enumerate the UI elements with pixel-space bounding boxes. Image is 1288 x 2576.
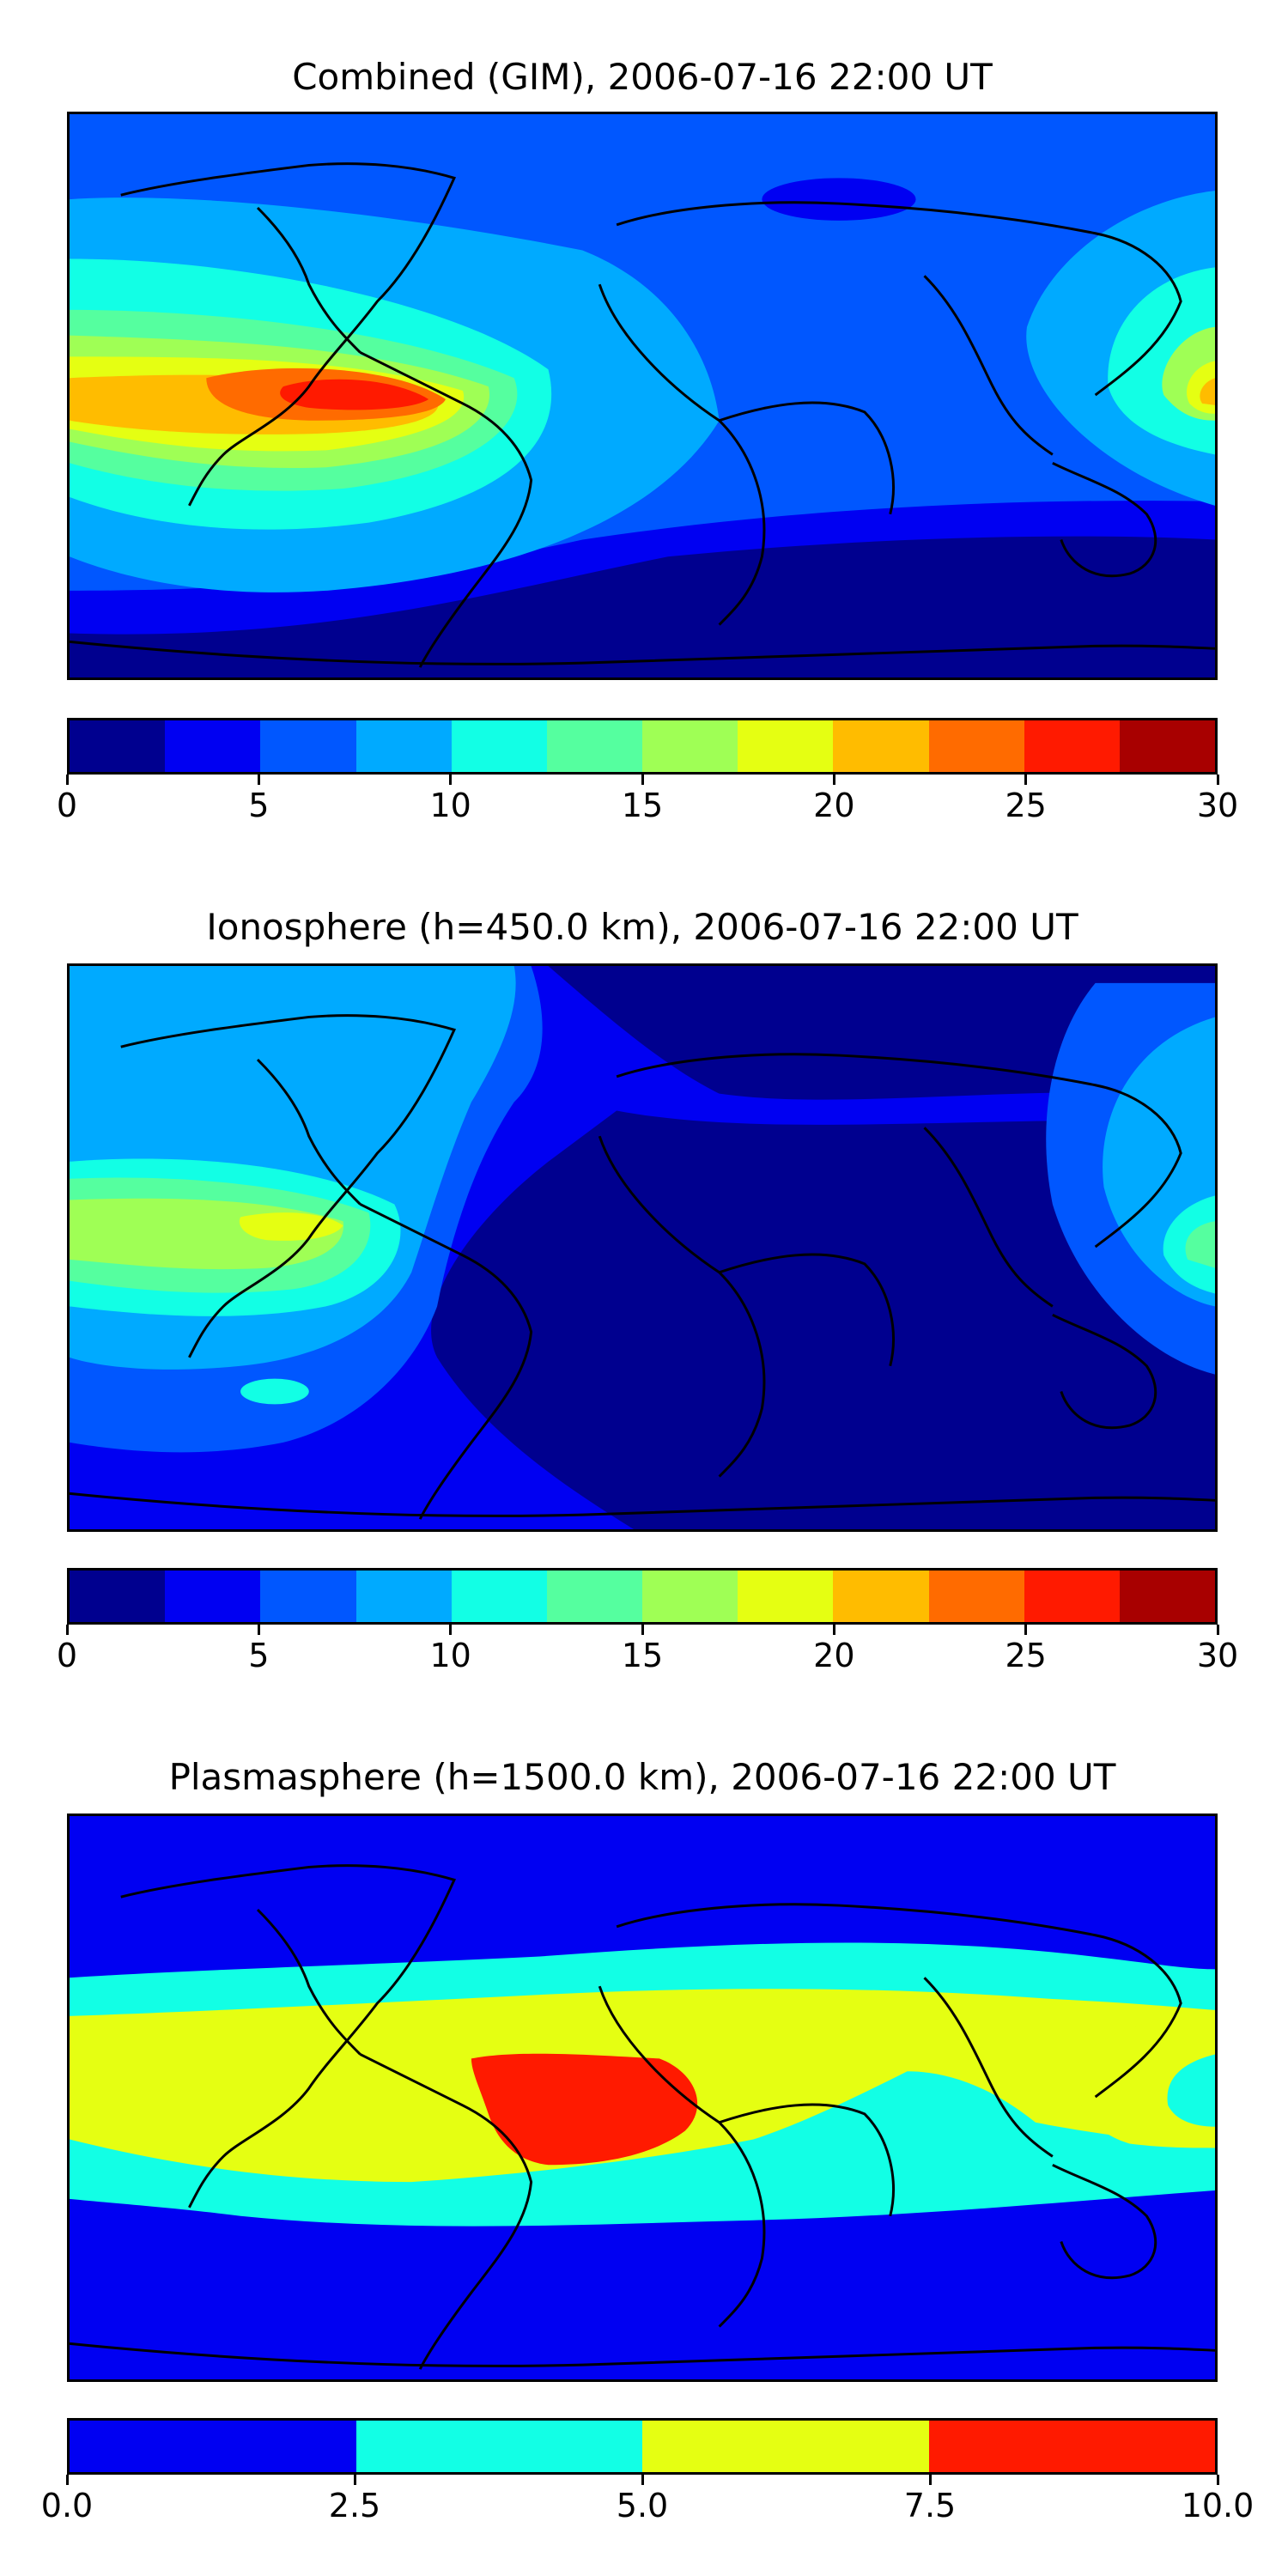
panel-2-map-svg [70,966,1215,1529]
tec-band-2 [431,1110,1215,1529]
colorbar-level-3 [355,1571,452,1622]
colorbar-tick-label: 0 [56,1637,78,1674]
colorbar-tick-mark [641,2475,644,2485]
colorbar-tick-label: 25 [1005,1637,1047,1674]
colorbar-tick-label: 7.5 [903,2487,957,2524]
colorbar-level-9 [928,1571,1024,1622]
colorbar-level-4 [451,720,547,772]
colorbar-tick-label: 25 [1005,787,1047,824]
panel-2-title: Ionosphere (h=450.0 km), 2006-07-16 22:0… [206,906,1078,948]
colorbar-level-1 [165,1571,261,1622]
colorbar-level-5 [546,1571,643,1622]
tec-band-22-east [1200,378,1215,405]
colorbar-tick-mark [1024,775,1028,785]
colorbar-level-6 [642,720,738,772]
colorbar-tick-label: 15 [621,787,664,824]
colorbar-tick-mark [641,1625,644,1635]
coastlines [70,1864,1215,2370]
tec-band-2-5-pocket [1167,2054,1215,2127]
colorbar-level-2 [260,1571,356,1622]
colorbar-level-2 [260,720,356,772]
colorbar-level-7 [738,1571,834,1622]
colorbar-tick-mark [832,775,835,785]
colorbar-tick-mark [257,775,260,785]
colorbar-tick-mark [1024,1625,1028,1635]
colorbar-tick-label: 5 [248,1637,270,1674]
tec-band-20 [239,1212,343,1241]
colorbar-tick-mark [65,775,69,785]
colorbar-tick-label: 20 [813,787,855,824]
panel-3-colorbar [67,2418,1218,2475]
tec-band-7-5 [471,2053,698,2166]
colorbar-tick-label: 30 [1196,787,1239,824]
panel-3-map[interactable] [67,1814,1218,2382]
colorbar-tick-mark [1216,775,1219,785]
panel-2-colorbar [67,1568,1218,1625]
tec-band-lowest [70,536,1215,677]
panel-1-colorbar [67,718,1218,775]
colorbar-tick-label: 30 [1196,1637,1239,1674]
colorbar-tick-label: 0 [56,787,78,824]
colorbar-level-5 [546,720,643,772]
colorbar-level-6 [642,1571,738,1622]
colorbar-tick-label: 15 [621,1637,664,1674]
coastlines [70,1014,1215,1520]
panel-1-title: Combined (GIM), 2006-07-16 22:00 UT [292,56,993,98]
tec-band-15-east [1185,1221,1215,1268]
tec-band-27 [280,379,429,410]
colorbar-level-4 [451,1571,547,1622]
colorbar-level-10 [1024,720,1120,772]
colorbar-tick-label: 0.0 [40,2487,94,2524]
colorbar-tick-mark [832,1625,835,1635]
tec-low-pocket [762,178,916,221]
colorbar-tick-mark [65,2475,69,2485]
colorbar-tick-mark [1216,1625,1219,1635]
colorbar-level-11 [1119,720,1215,772]
colorbar-tick-mark [449,775,453,785]
colorbar-tick-mark [257,1625,260,1635]
colorbar-level-1 [165,720,261,772]
panel-1-map[interactable] [67,112,1218,680]
colorbar-tick-label: 20 [813,1637,855,1674]
colorbar-level-0 [70,1571,166,1622]
colorbar-level-8 [833,1571,929,1622]
colorbar-tick-label: 10.0 [1181,2487,1255,2524]
colorbar-tick-mark [641,775,644,785]
colorbar-level-7 [738,720,834,772]
colorbar-tick-mark [1216,2475,1219,2485]
colorbar-level-3 [928,2421,1215,2472]
colorbar-tick-label: 5 [248,787,270,824]
colorbar-level-3 [355,720,452,772]
panel-3-title: Plasmasphere (h=1500.0 km), 2006-07-16 2… [168,1756,1116,1798]
colorbar-level-1 [355,2421,642,2472]
colorbar-level-9 [928,720,1024,772]
colorbar-tick-mark [928,2475,932,2485]
colorbar-level-11 [1119,1571,1215,1622]
colorbar-tick-label: 10 [429,1637,471,1674]
colorbar-tick-label: 5.0 [616,2487,669,2524]
colorbar-level-10 [1024,1571,1120,1622]
colorbar-tick-mark [353,2475,356,2485]
colorbar-level-0 [70,720,166,772]
tec-high-pocket [240,1378,309,1405]
colorbar-tick-mark [449,1625,453,1635]
panel-2-map[interactable] [67,963,1218,1532]
colorbar-tick-label: 10 [429,787,471,824]
colorbar-level-8 [833,720,929,772]
colorbar-level-2 [642,2421,929,2472]
panel-3-map-svg [70,1816,1215,2379]
panel-1-map-svg [70,114,1215,677]
colorbar-tick-mark [65,1625,69,1635]
colorbar-level-0 [70,2421,356,2472]
colorbar-tick-label: 2.5 [328,2487,381,2524]
coastlines [70,162,1215,668]
